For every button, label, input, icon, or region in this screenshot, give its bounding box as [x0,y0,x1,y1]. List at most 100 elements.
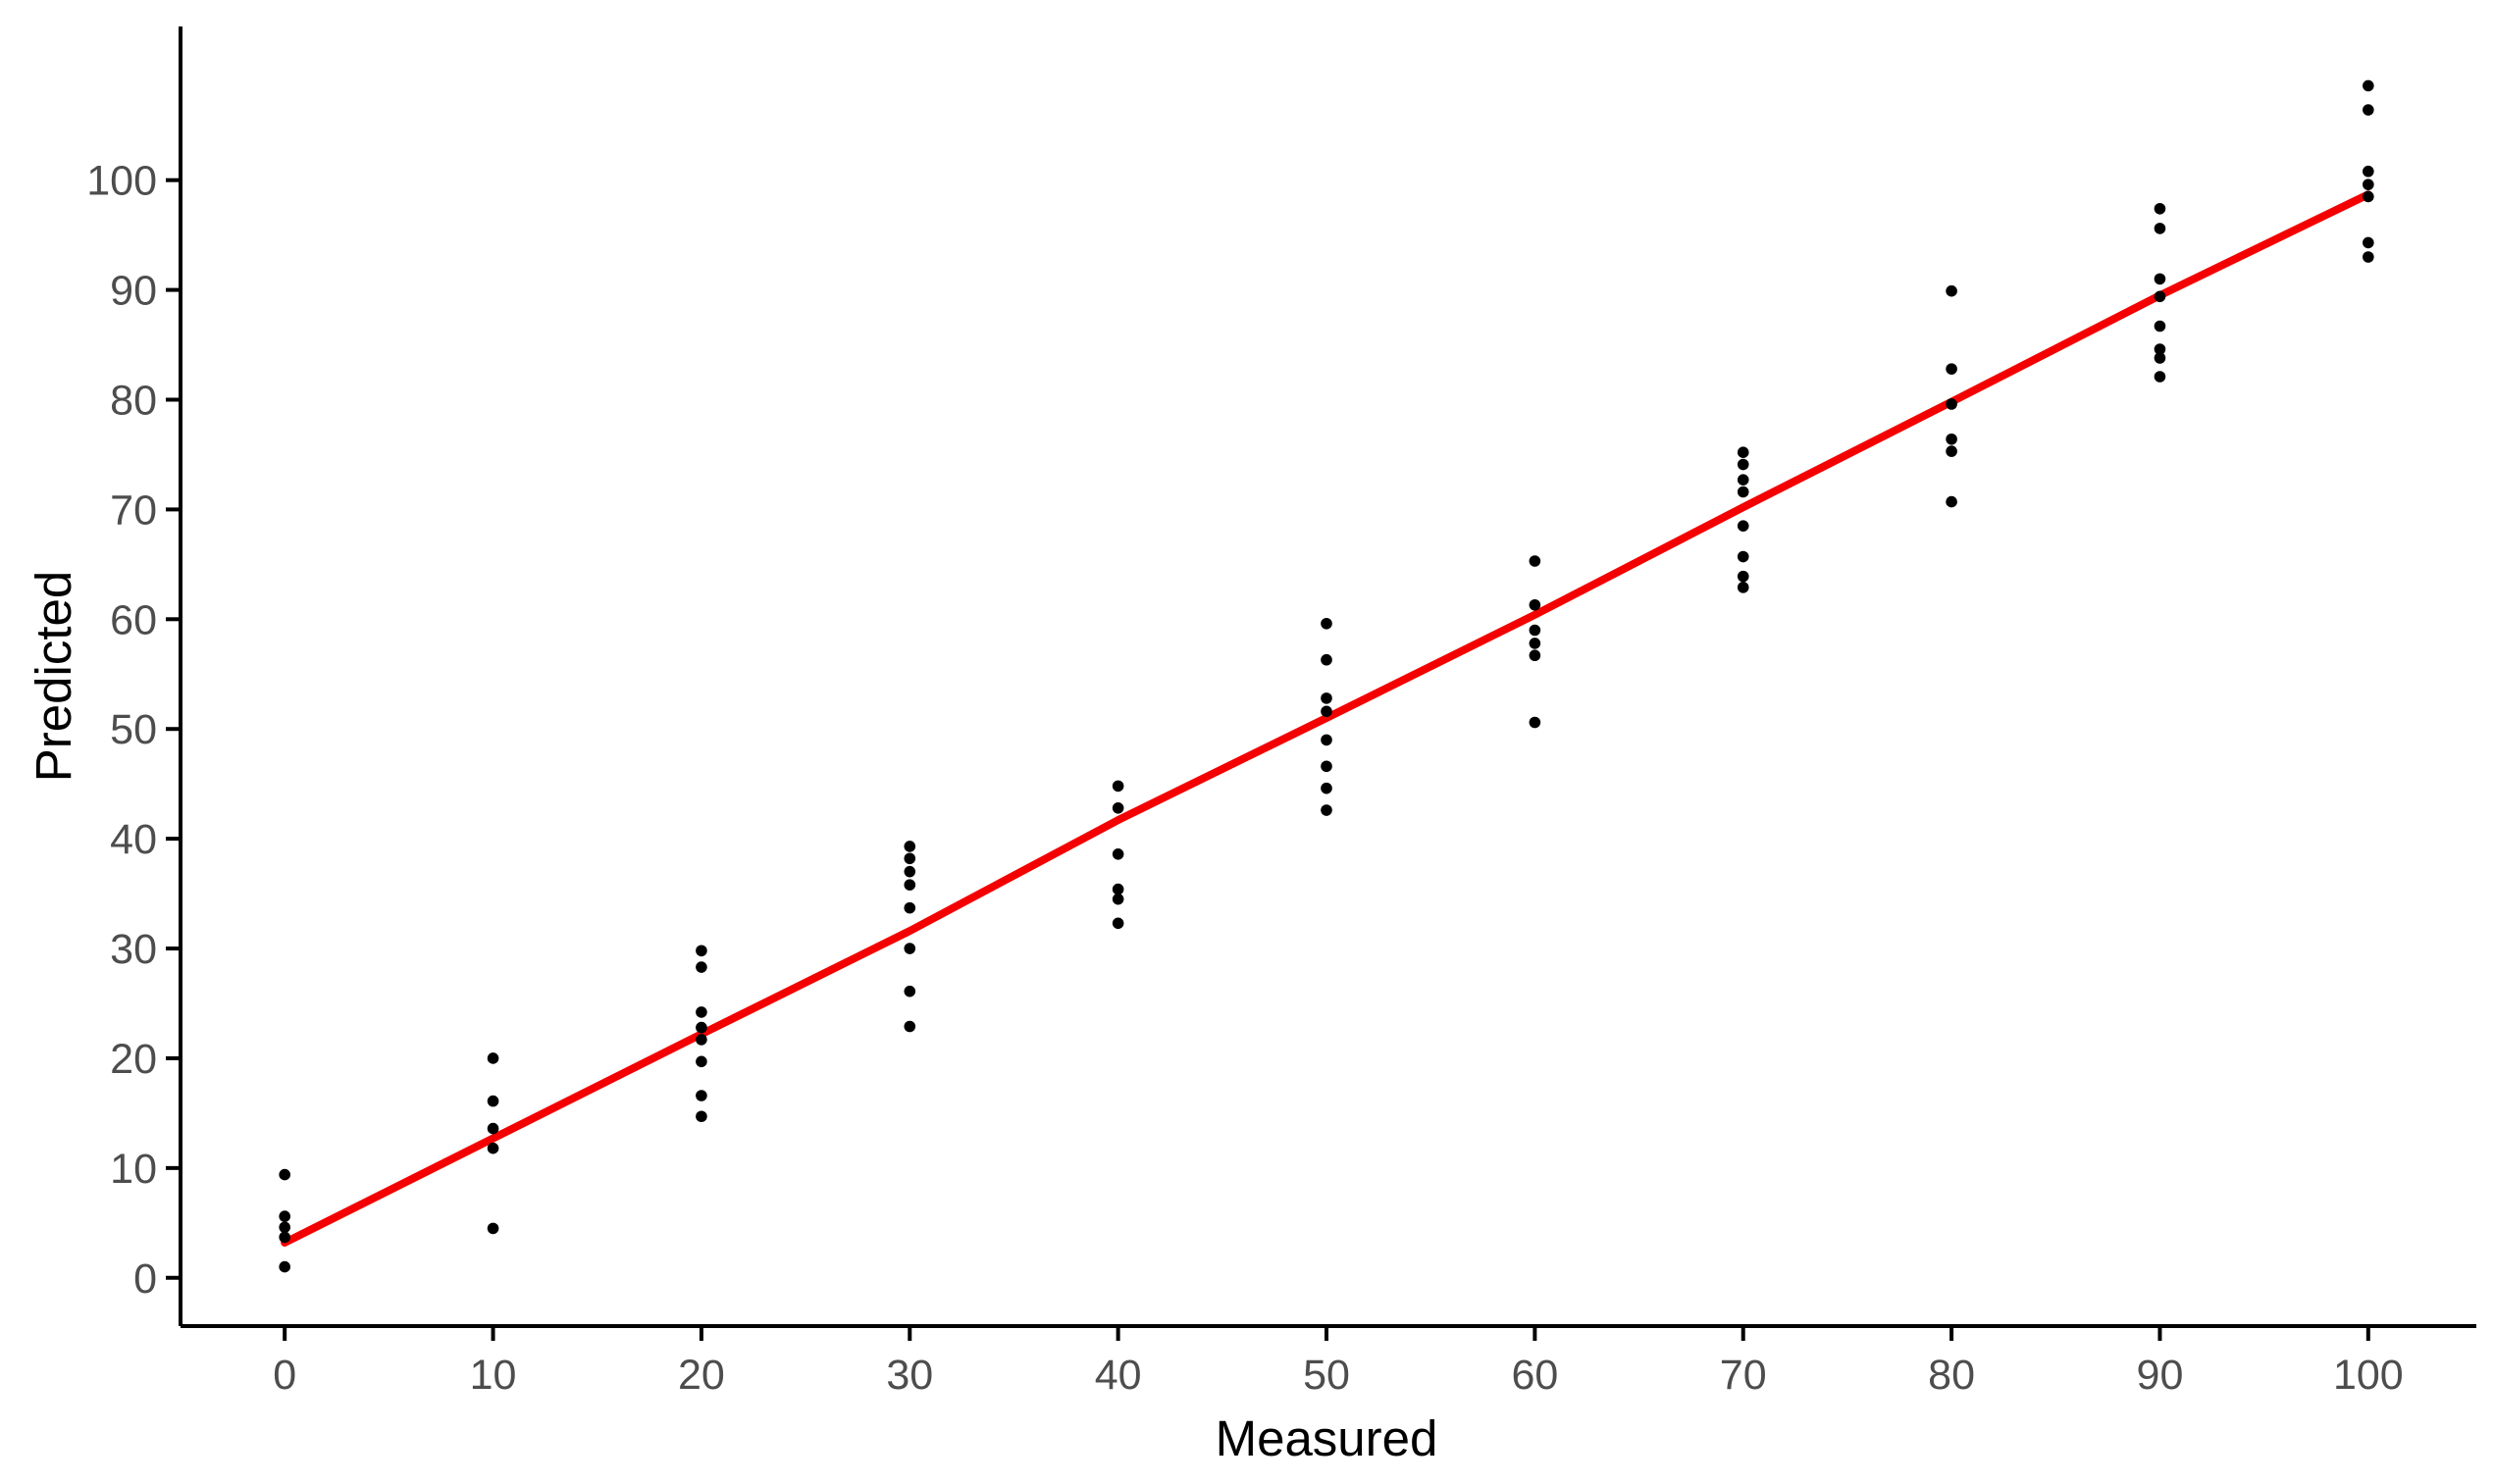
data-point [1946,445,1957,457]
y-tick-label: 70 [110,486,157,534]
data-point [1529,624,1541,637]
data-point [2363,236,2374,249]
data-point [2154,371,2166,383]
x-tick-label: 40 [1095,1352,1142,1399]
data-point [1321,760,1332,773]
data-point [1946,495,1957,508]
x-tick-label: 20 [678,1352,725,1399]
data-point [1529,716,1541,729]
data-point [1737,582,1749,593]
data-point [1737,474,1749,486]
y-axis-title: Predicted [26,571,81,782]
data-point [1737,520,1749,532]
data-point [696,1090,707,1101]
data-point [1529,598,1541,611]
y-tick-label: 80 [110,377,157,424]
data-point [904,901,916,914]
data-point [487,1052,499,1064]
data-point [696,1034,707,1046]
data-point [1112,883,1124,896]
y-tick-label: 0 [133,1255,157,1303]
data-point [1946,363,1957,375]
data-point [1737,458,1749,471]
data-point [696,1055,707,1068]
data-point [904,1020,916,1033]
x-tick-label: 80 [1928,1352,1975,1399]
data-point [2363,165,2374,178]
data-point [487,1122,499,1135]
data-point [1737,550,1749,563]
x-tick-label: 100 [2333,1352,2404,1399]
data-point [2154,202,2166,215]
data-point [1321,804,1332,816]
data-point [696,961,707,973]
data-point [279,1221,290,1234]
y-tick-label: 100 [86,158,157,205]
data-point [1321,734,1332,746]
data-point [487,1222,499,1235]
x-tick-label: 90 [2137,1352,2184,1399]
data-point [2154,223,2166,234]
x-tick-label: 70 [1720,1352,1767,1399]
data-point [2154,320,2166,333]
y-tick-label: 10 [110,1146,157,1193]
data-point [1112,847,1124,860]
y-tick-label: 50 [110,706,157,753]
y-tick-label: 30 [110,926,157,973]
data-point [696,1006,707,1018]
data-point [1529,555,1541,567]
data-point [1737,486,1749,498]
data-point [2154,352,2166,364]
data-point [1529,638,1541,649]
data-point [279,1260,290,1273]
data-point [1946,284,1957,297]
data-point [279,1168,290,1181]
data-point [1321,705,1332,718]
data-point [904,943,916,954]
y-tick-label: 60 [110,596,157,643]
data-point [1946,398,1957,410]
data-point [2363,79,2374,92]
data-point [2363,251,2374,263]
data-point [279,1210,290,1222]
data-point [1737,570,1749,583]
data-point [2154,343,2166,355]
fit-line [281,190,2372,1247]
data-point [904,852,916,865]
data-point [696,945,707,957]
data-point [1112,780,1124,793]
y-tick-label: 20 [110,1036,157,1083]
x-tick-label: 10 [470,1352,517,1399]
data-point [487,1095,499,1107]
data-point [1321,782,1332,794]
data-point [1946,433,1957,445]
data-point [1112,917,1124,930]
data-point [1737,446,1749,459]
y-tick-label: 40 [110,816,157,863]
data-point [904,985,916,998]
data-point [1321,617,1332,630]
data-point [1529,649,1541,662]
data-point [1321,692,1332,704]
data-point [696,1110,707,1123]
data-point [904,879,916,891]
data-point [487,1142,499,1154]
data-point [2363,190,2374,203]
data-point [1112,893,1124,905]
data-point [1112,801,1124,814]
x-tick-label: 30 [886,1352,933,1399]
data-point [2363,104,2374,116]
x-tick-label: 60 [1511,1352,1558,1399]
data-point [2154,290,2166,303]
data-point [904,841,916,852]
data-point [279,1231,290,1244]
data-point [2363,179,2374,190]
y-tick-label: 90 [110,268,157,315]
data-point [2154,273,2166,285]
data-point [904,865,916,878]
data-point [696,1021,707,1034]
x-tick-label: 0 [273,1352,296,1399]
x-tick-label: 50 [1303,1352,1350,1399]
